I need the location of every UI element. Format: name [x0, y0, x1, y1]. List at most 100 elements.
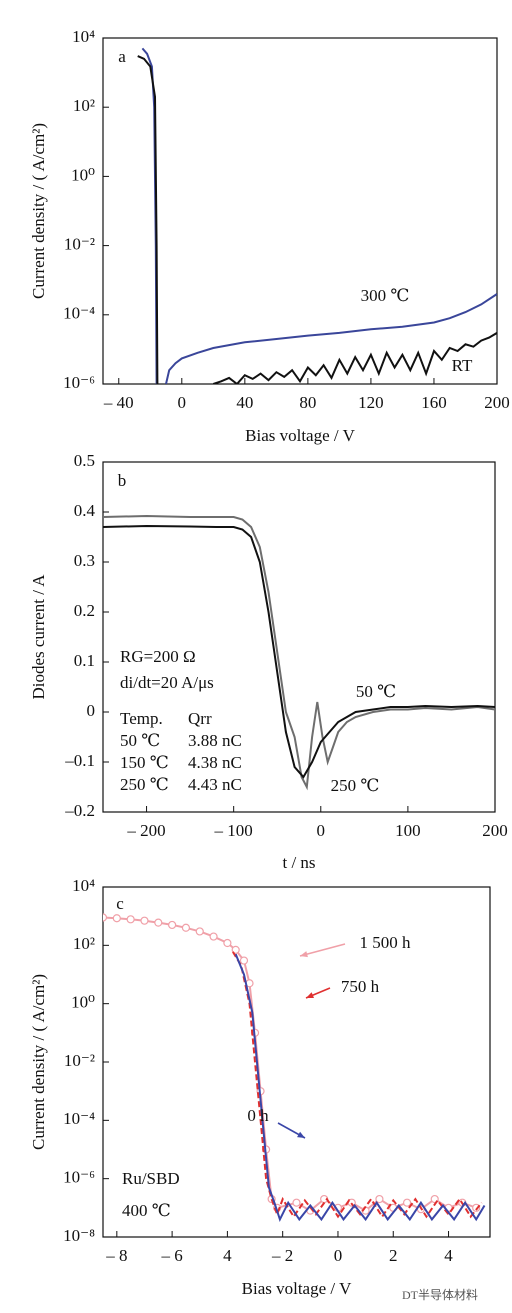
y-tick-label: 10⁻⁶: [63, 373, 95, 392]
panel-label: b: [118, 471, 127, 490]
x-tick-label: 40: [236, 393, 253, 412]
y-tick-label: 10⁻⁴: [63, 304, 95, 323]
table-cell: 50 ℃: [120, 731, 160, 750]
series-label: 0 h: [247, 1106, 269, 1125]
x-tick-label: 200: [484, 393, 510, 412]
x-axis-label: t / ns: [282, 853, 315, 872]
series-marker: [195, 927, 204, 936]
annotation: Ru/SBD: [122, 1169, 180, 1188]
arrow-head: [300, 951, 308, 958]
plot-area: [137, 47, 497, 384]
x-tick-label: 160: [421, 393, 447, 412]
annotation: RG=200 Ω: [120, 647, 196, 666]
y-tick-label: 0.3: [74, 551, 95, 570]
y-tick-label: –0.1: [64, 751, 95, 770]
panel-label: c: [116, 894, 124, 913]
x-tick-label: 4: [223, 1246, 232, 1265]
x-tick-label: 2: [389, 1246, 398, 1265]
y-tick-label: 10⁰: [71, 993, 95, 1012]
y-tick-label: 10²: [73, 96, 95, 115]
y-tick-label: 10⁻⁶: [63, 1168, 95, 1187]
series-line: [103, 916, 477, 1212]
y-tick-label: 10⁻⁴: [63, 1109, 95, 1128]
x-tick-label: 0: [334, 1246, 343, 1265]
y-tick-label: 10⁴: [72, 27, 95, 46]
series-marker: [209, 932, 218, 941]
arrow-head: [297, 1131, 305, 1138]
series-line: [103, 524, 495, 779]
y-tick-label: –0.2: [64, 801, 95, 820]
series-marker: [112, 914, 121, 923]
series-label: 300 ℃: [361, 286, 410, 305]
plot-area: [103, 913, 486, 1223]
table-cell: 4.38 nC: [188, 753, 242, 772]
series-marker: [126, 915, 135, 924]
series-marker: [154, 918, 163, 927]
series-marker: [168, 920, 177, 930]
series-line: [234, 953, 486, 1223]
watermark: DT半导体材料: [402, 1288, 478, 1302]
x-tick-label: 4: [444, 1246, 453, 1265]
plot-area: [103, 514, 495, 791]
x-tick-label: 0: [178, 393, 187, 412]
x-tick-label: – 40: [103, 393, 134, 412]
x-tick-label: 80: [299, 393, 316, 412]
x-tick-label: – 100: [214, 821, 253, 840]
series-marker: [375, 1194, 384, 1204]
y-axis-label: Diodes current / A: [29, 574, 48, 700]
x-tick-label: – 2: [271, 1246, 293, 1265]
y-tick-label: 10⁴: [72, 876, 95, 895]
y-tick-label: 10⁻²: [64, 1051, 95, 1070]
y-tick-label: 0.4: [74, 501, 96, 520]
arrow: [299, 943, 346, 957]
x-tick-label: – 8: [105, 1246, 127, 1265]
series-marker: [239, 956, 249, 965]
series-line: [232, 951, 483, 1219]
series-label: 250 ℃: [331, 776, 380, 795]
series-line: [141, 47, 497, 384]
series-label: 50 ℃: [356, 682, 396, 701]
y-tick-label: 0.5: [74, 451, 95, 470]
y-tick-label: 0.1: [74, 651, 95, 670]
series-marker: [223, 938, 232, 948]
x-tick-label: – 6: [160, 1246, 182, 1265]
series-marker: [140, 916, 149, 925]
series-label: 1 500 h: [360, 933, 412, 952]
y-tick-label: 10⁻²: [64, 235, 95, 254]
y-axis-label: Current density / ( A/cm²): [29, 123, 48, 299]
y-tick-label: 10⁰: [71, 165, 95, 184]
y-tick-label: 0: [87, 701, 96, 720]
table-cell: 150 ℃: [120, 753, 169, 772]
y-tick-label: 10²: [73, 934, 95, 953]
x-tick-label: 120: [358, 393, 384, 412]
table-cell: 250 ℃: [120, 775, 169, 794]
x-axis-label: Bias voltage / V: [245, 426, 355, 445]
table-cell: 3.88 nC: [188, 731, 242, 750]
table-cell: 4.43 nC: [188, 775, 242, 794]
y-axis-label: Current density / ( A/cm²): [29, 974, 48, 1150]
x-tick-label: – 200: [126, 821, 165, 840]
series-marker: [103, 913, 108, 922]
panel-label: a: [118, 47, 126, 66]
plot-frame: [102, 37, 498, 385]
series-marker: [181, 923, 191, 932]
series-label: RT: [452, 356, 473, 375]
x-tick-label: 200: [482, 821, 508, 840]
plot-frame: [102, 461, 496, 813]
table-header: Temp.: [120, 709, 163, 728]
arrow-head: [306, 992, 314, 999]
series-marker: [402, 1198, 412, 1207]
x-axis-label: Bias voltage / V: [242, 1279, 352, 1298]
series-line: [103, 514, 495, 791]
y-tick-label: 0.2: [74, 601, 95, 620]
series-line: [137, 55, 497, 384]
table-header: Qrr: [188, 709, 212, 728]
series-label: 750 h: [341, 977, 380, 996]
x-tick-label: 0: [317, 821, 326, 840]
annotation: di/dt=20 A/μs: [120, 673, 214, 692]
annotation: 400 ℃: [122, 1201, 171, 1220]
series-marker: [292, 1198, 301, 1207]
y-tick-label: 10⁻⁸: [63, 1226, 95, 1245]
x-tick-label: 100: [395, 821, 421, 840]
